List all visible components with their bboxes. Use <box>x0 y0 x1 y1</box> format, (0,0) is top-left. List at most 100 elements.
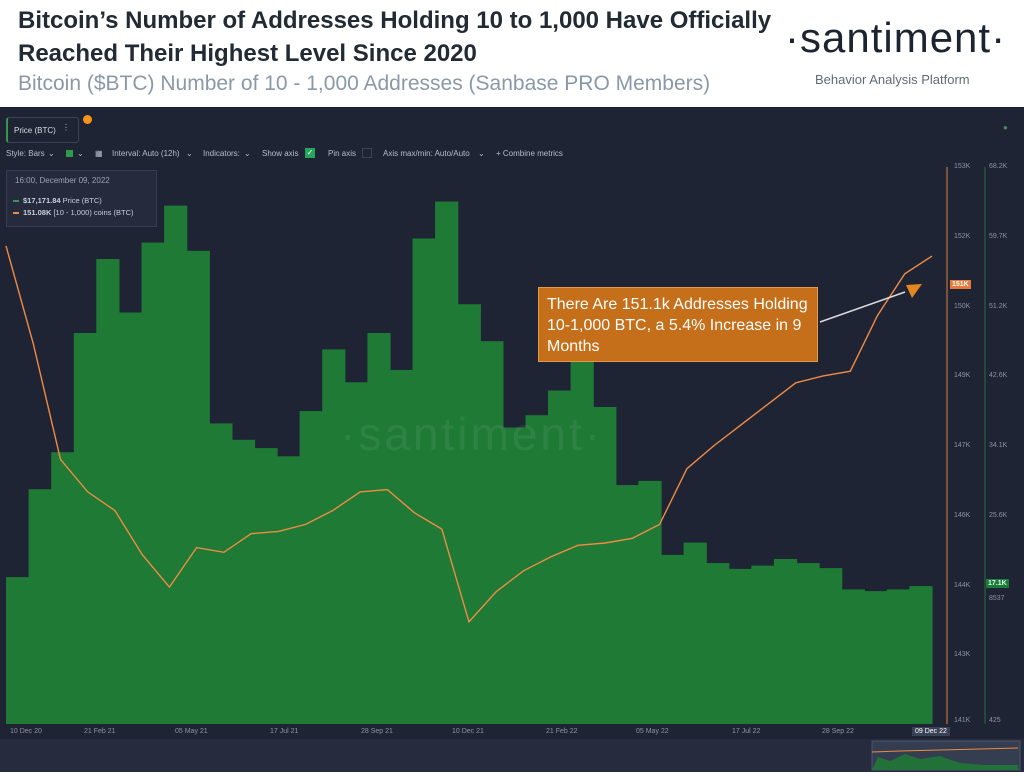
y-left-tick: 153K <box>954 163 971 170</box>
header: Bitcoin’s Number of Addresses Holding 10… <box>0 0 1024 107</box>
price-bar <box>6 577 30 724</box>
chevron-down-icon[interactable]: ⌄ <box>244 149 251 158</box>
timeline-navigator[interactable] <box>0 739 1024 772</box>
price-bar <box>209 423 233 724</box>
y-right-tick: 25.6K <box>989 512 1008 519</box>
price-bar <box>593 407 617 724</box>
price-bar <box>457 304 481 724</box>
price-bar <box>841 589 865 724</box>
price-bar <box>796 563 820 724</box>
y-left-tick: 150K <box>954 303 971 310</box>
y-left-tick: 143K <box>954 651 971 658</box>
tooltip-price-row: $17,171.84 Price (BTC) <box>13 196 102 205</box>
indicators-dropdown[interactable]: Indicators: <box>203 149 240 158</box>
chevron-down-icon[interactable]: ⌄ <box>186 149 193 158</box>
y-left-tick: 149K <box>954 372 971 379</box>
x-tick: 17 Jul 21 <box>270 728 299 735</box>
price-bar <box>435 201 459 724</box>
navigator-price-preview <box>872 754 1018 770</box>
axis-maxmin-dropdown[interactable]: Axis max/min: Auto/Auto <box>383 149 470 158</box>
price-bar <box>661 554 685 724</box>
chart-plot <box>5 167 986 725</box>
price-bar <box>390 370 414 724</box>
page-title: Bitcoin’s Number of Addresses Holding 10… <box>18 7 772 67</box>
tooltip-address-value: 151.08K <box>23 208 52 217</box>
bitcoin-icon <box>83 115 92 124</box>
y-left-tick: 147K <box>954 442 971 449</box>
chevron-down-icon[interactable]: ⌄ <box>48 149 55 158</box>
pin-axis-label: Pin axis <box>328 149 357 158</box>
tooltip: 16:00, December 09, 2022 $17,171.84 Pric… <box>6 170 157 227</box>
y-right-tick: 68.2K <box>989 163 1008 170</box>
x-tick: 05 May 22 <box>636 728 669 735</box>
watermark: ·santiment· <box>340 408 604 460</box>
brand-tagline: Behavior Analysis Platform <box>815 72 970 87</box>
current-date-tag: 09 Dec 22 <box>912 727 950 736</box>
price-bar <box>412 238 436 724</box>
y-left-tick: 141K <box>954 717 971 724</box>
pin-axis-checkbox[interactable] <box>362 148 372 158</box>
status-dot-icon: ● <box>1003 123 1008 132</box>
price-bar <box>683 542 707 724</box>
metric-chip[interactable]: Price (BTC) <box>6 117 79 143</box>
chevron-down-icon[interactable]: ⌄ <box>478 149 485 158</box>
x-tick: 28 Sep 22 <box>822 728 854 735</box>
annotation-arrow <box>819 291 906 323</box>
navigator-address-preview <box>871 747 1019 753</box>
x-tick: 21 Feb 21 <box>84 728 116 735</box>
x-tick: 10 Dec 20 <box>10 728 42 735</box>
price-bar <box>367 333 391 724</box>
price-bar <box>277 456 301 724</box>
price-bar <box>615 485 639 724</box>
y-left-tick: 152K <box>954 233 971 240</box>
address-value-badge: 151K <box>950 280 971 289</box>
tooltip-price-value: $17,171.84 <box>23 196 61 205</box>
price-bar <box>96 259 120 724</box>
price-value-badge: 17.1K <box>986 579 1009 588</box>
show-axis-checkbox[interactable]: ✓ <box>305 148 315 158</box>
price-bar <box>728 568 752 724</box>
annotation-callout: There Are 151.1k Addresses Holding 10-1,… <box>538 287 818 362</box>
y-right-tick: 42.6K <box>989 372 1008 379</box>
chart-panel: Price (BTC) ⋮ ● Style: Bars ⌄ ⌄ ▦ Interv… <box>0 107 1024 772</box>
menu-dots-icon[interactable]: ⋮ <box>62 123 70 132</box>
price-bar <box>638 480 662 724</box>
price-bar <box>231 439 256 724</box>
y-right-tick: 34.1K <box>989 442 1008 449</box>
price-bar <box>254 448 278 724</box>
price-bar <box>344 382 368 724</box>
page-subtitle: Bitcoin ($BTC) Number of 10 - 1,000 Addr… <box>18 72 711 95</box>
price-bar <box>909 586 933 724</box>
style-dropdown[interactable]: Style: Bars <box>6 149 45 158</box>
price-bar <box>141 242 165 724</box>
price-bar <box>186 250 210 725</box>
price-bar <box>751 565 775 724</box>
price-bar <box>118 312 143 724</box>
x-tick: 17 Jul 22 <box>732 728 761 735</box>
y-right-tick: 51.2K <box>989 303 1008 310</box>
price-bar <box>864 591 888 724</box>
price-bar <box>73 333 97 724</box>
combine-metrics-button[interactable]: + Combine metrics <box>496 149 563 158</box>
price-bar <box>525 415 549 724</box>
price-bar <box>570 349 594 724</box>
color-swatch-icon[interactable] <box>66 150 73 157</box>
y-right-tick: 425 <box>989 717 1001 724</box>
price-bar <box>706 563 730 724</box>
price-bar <box>480 341 504 724</box>
address-count-series-line <box>5 245 933 624</box>
price-bar <box>322 349 346 724</box>
chevron-down-icon[interactable]: ⌄ <box>77 149 84 158</box>
interval-dropdown[interactable]: Interval: Auto (12h) <box>112 149 180 158</box>
x-tick: 05 May 21 <box>175 728 208 735</box>
tooltip-address-row: 151.08K [10 - 1,000) coins (BTC) <box>13 208 133 217</box>
y-right-tick: 59.7K <box>989 233 1008 240</box>
price-bar <box>164 205 188 725</box>
tooltip-price-label: Price (BTC) <box>62 196 102 205</box>
price-bar <box>886 589 910 724</box>
show-axis-label: Show axis <box>262 149 299 158</box>
price-bar <box>28 489 52 724</box>
tooltip-date: 16:00, December 09, 2022 <box>15 176 110 185</box>
tooltip-address-label: [10 - 1,000) coins (BTC) <box>53 208 134 217</box>
price-bar <box>502 427 527 724</box>
